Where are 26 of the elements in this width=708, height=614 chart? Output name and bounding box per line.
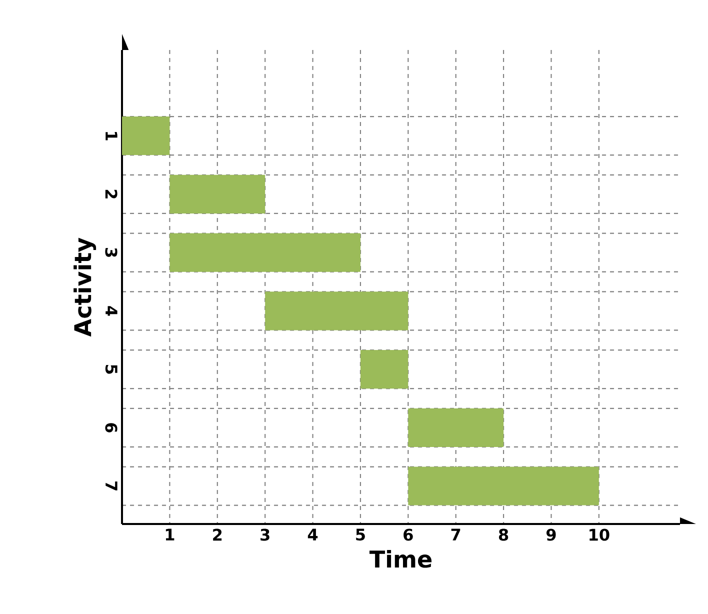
x-tick-label: 6 (404, 528, 413, 541)
bar (408, 408, 504, 447)
y-tick-label: 3 (105, 248, 118, 257)
x-tick-label: 3 (260, 528, 270, 541)
bar (170, 174, 266, 214)
bar (170, 233, 360, 272)
x-tick-label: 9 (546, 528, 556, 541)
x-tick-label: 10 (590, 528, 610, 541)
x-axis-title: Time (369, 550, 432, 568)
y-tick-label: 2 (105, 190, 118, 198)
x-tick-label: 7 (451, 528, 460, 540)
x-tick-label: 2 (213, 528, 222, 541)
bar (265, 292, 408, 330)
y-tick-label: 7 (106, 482, 118, 490)
y-tick-label: 4 (106, 306, 118, 316)
y-tick-label: 5 (105, 364, 118, 374)
bar (408, 466, 599, 506)
y-axis-title: Activity (74, 238, 96, 337)
x-tick-label: 8 (498, 528, 508, 541)
y-tick-label: 6 (105, 423, 118, 432)
bar (360, 350, 408, 389)
x-tick-label: 4 (308, 528, 318, 540)
x-tick-label: 5 (356, 528, 365, 541)
bar (122, 116, 170, 156)
x-tick-label: 1 (166, 528, 174, 540)
y-tick-label: 1 (106, 132, 118, 140)
